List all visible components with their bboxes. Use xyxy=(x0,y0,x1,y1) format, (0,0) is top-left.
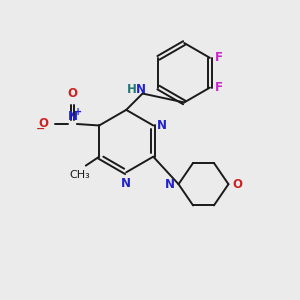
Text: CH₃: CH₃ xyxy=(70,170,90,180)
Text: −: − xyxy=(36,124,45,134)
Text: F: F xyxy=(215,51,223,64)
Text: O: O xyxy=(232,178,242,191)
Text: O: O xyxy=(68,87,77,100)
Text: +: + xyxy=(74,107,82,118)
Text: N: N xyxy=(136,82,146,96)
Text: F: F xyxy=(215,81,223,94)
Text: H: H xyxy=(127,82,137,96)
Text: N: N xyxy=(157,119,167,132)
Text: N: N xyxy=(121,177,131,190)
Text: N: N xyxy=(165,178,175,191)
Text: N: N xyxy=(68,110,77,122)
Text: O: O xyxy=(39,117,49,130)
